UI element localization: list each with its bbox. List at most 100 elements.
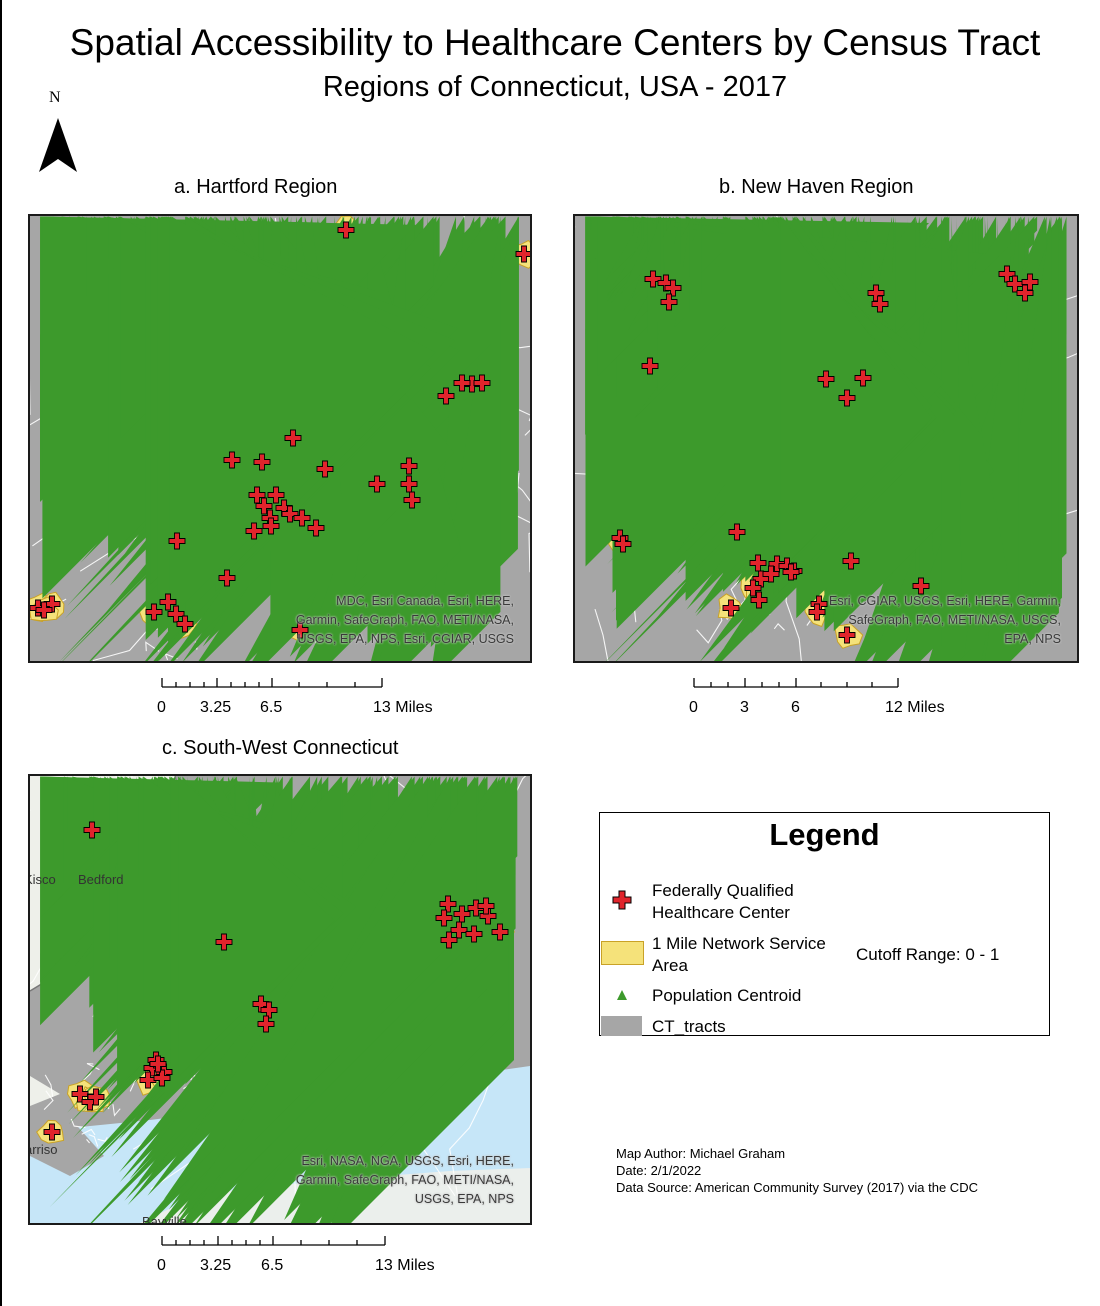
scale-b-tick-3: 12 Miles	[885, 699, 945, 716]
place-label-bedford: Bedford	[78, 872, 124, 887]
panel-a-title: a. Hartford Region	[174, 176, 338, 198]
healthcare-center-cross	[838, 626, 856, 644]
healthcare-center-cross	[762, 565, 780, 583]
healthcare-center-cross	[262, 517, 280, 535]
credit-date: Date: 2/1/2022	[616, 1163, 702, 1178]
healthcare-center-cross	[728, 523, 746, 541]
healthcare-center-cross	[35, 601, 53, 619]
centroid-marker	[956, 216, 962, 600]
healthcare-center-cross	[215, 933, 233, 951]
page-left-edge	[0, 0, 2, 1306]
map-subtitle: Regions of Connecticut, USA - 2017	[322, 71, 788, 103]
healthcare-center-cross	[291, 621, 309, 639]
healthcare-centers	[611, 265, 1039, 644]
healthcare-center-cross	[176, 615, 194, 633]
healthcare-center-cross	[149, 1055, 167, 1073]
south-west-map-canvas	[30, 776, 530, 1223]
tract-boundary	[44, 1074, 54, 1097]
scale-c-tick-0: 0	[157, 1257, 166, 1274]
healthcare-center-cross	[453, 905, 471, 923]
healthcare-center-cross	[439, 895, 457, 913]
green-triangle-icon	[617, 990, 627, 1000]
healthcare-center-cross	[168, 532, 186, 550]
healthcare-center-cross	[854, 369, 872, 387]
legend-label-service-area: 1 Mile Network Service Area	[652, 933, 826, 977]
tract-boundary	[43, 1090, 54, 1110]
centroid-marker	[632, 216, 661, 299]
centroid-marker	[605, 216, 644, 282]
healthcare-center-cross	[912, 577, 930, 595]
tract-boundary	[730, 579, 741, 602]
attribution-line: MDC, Esri Canada, Esri, HERE,	[336, 594, 514, 608]
healthcare-center-cross	[450, 921, 468, 939]
attribution-line: Esri, NASA, NGA, USGS, Esri, HERE,	[301, 1154, 514, 1168]
scale-c-tick-2: 6.5	[261, 1257, 284, 1274]
legend-label-tracts: CT_tracts	[652, 1017, 726, 1036]
tract-boundary	[112, 1104, 121, 1117]
place-label-harrison: arriso	[28, 1142, 58, 1157]
credit-author: Map Author: Michael Graham	[616, 1146, 786, 1161]
healthcare-center-cross	[838, 389, 856, 407]
healthcare-center-cross	[145, 603, 163, 621]
scale-b-tick-1: 3	[740, 699, 749, 716]
south-west-map[interactable]: Kisco Bedford Bayville arriso Esri, NASA…	[28, 774, 532, 1225]
tract-boundary	[97, 1137, 108, 1142]
healthcare-center-cross	[83, 821, 101, 839]
healthcare-center-cross	[400, 457, 418, 475]
scale-b-tick-2: 6	[791, 699, 800, 716]
healthcare-center-cross	[491, 923, 509, 941]
centroid-marker	[41, 216, 42, 225]
north-label: N	[49, 89, 61, 106]
healthcare-center-cross	[477, 897, 495, 915]
healthcare-center-cross	[435, 909, 453, 927]
healthcare-center-cross	[255, 497, 273, 515]
healthcare-center-cross	[871, 295, 889, 313]
healthcare-center-cross	[744, 579, 762, 597]
legend-label-centroid: Population Centroid	[652, 986, 802, 1005]
attribution-b: Esri, CGIAR, USGS, Esri, HERE, Garmin, S…	[829, 592, 1061, 649]
healthcare-center-cross	[245, 522, 263, 540]
tract-boundary	[88, 1134, 99, 1147]
healthcare-center-cross	[284, 429, 302, 447]
healthcare-center-cross	[257, 1015, 275, 1033]
healthcare-center-cross	[660, 293, 678, 311]
healthcare-center-cross	[260, 1001, 278, 1019]
centroid-marker	[172, 776, 428, 1171]
centroid-marker	[590, 216, 593, 230]
yellow-polygon-icon	[601, 941, 644, 965]
tract-boundary	[524, 429, 530, 436]
centroid-marker	[169, 216, 436, 619]
healthcare-center-cross	[437, 387, 455, 405]
scale-bar-b-graphic	[693, 678, 899, 688]
healthcare-center-cross	[218, 569, 236, 587]
centroid-marker	[178, 776, 335, 1078]
tract-boundary	[86, 1139, 91, 1144]
new-haven-map[interactable]: Esri, CGIAR, USGS, Esri, HERE, Garmin, S…	[573, 214, 1079, 663]
north-arrow-icon	[39, 118, 77, 172]
healthcare-center-cross	[248, 486, 266, 504]
scale-a-tick-2: 6.5	[260, 699, 283, 716]
scale-a-tick-1: 3.25	[200, 699, 232, 716]
healthcare-center-cross	[641, 357, 659, 375]
place-label-bayville: Bayville	[142, 1214, 187, 1225]
healthcare-center-cross	[808, 603, 826, 621]
credit-source: Data Source: American Community Survey (…	[616, 1180, 978, 1195]
healthcare-center-cross	[153, 1069, 171, 1087]
healthcare-center-cross	[316, 460, 334, 478]
centroid-marker	[67, 776, 91, 834]
hartford-map[interactable]: MDC, Esri Canada, Esri, HERE, Garmin, Sa…	[28, 214, 532, 663]
healthcare-center-cross	[473, 374, 491, 392]
scale-c-tick-3: 13 Miles	[375, 1257, 435, 1274]
scale-bar-a-graphic	[161, 678, 383, 688]
legend-line: Federally Qualified	[652, 881, 794, 900]
healthcare-center-cross	[768, 555, 786, 573]
legend-line: Area	[652, 956, 688, 975]
panel-c-title: c. South-West Connecticut	[162, 737, 399, 759]
healthcare-center-cross	[842, 552, 860, 570]
place-label-kisco: Kisco	[30, 872, 56, 887]
tract-boundary	[92, 614, 153, 661]
hartford-map-canvas	[30, 216, 530, 661]
healthcare-center-cross	[159, 593, 177, 611]
legend: Legend Federally Qualified Healthcare Ce…	[599, 812, 1050, 1036]
healthcare-center-cross	[43, 1123, 61, 1141]
